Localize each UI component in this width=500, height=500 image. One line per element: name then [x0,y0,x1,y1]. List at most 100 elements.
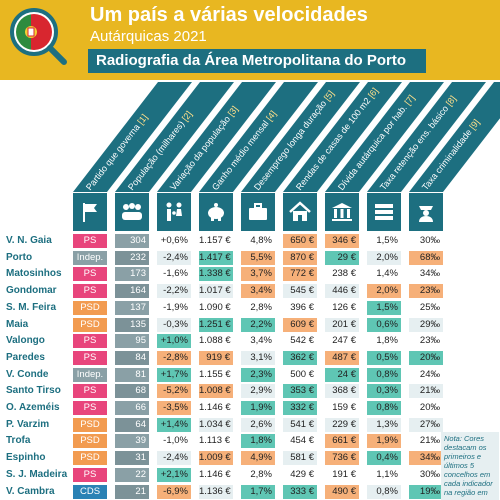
municipality-name: V. N. Gaia [6,235,52,246]
column-header-stripe [409,82,500,192]
value-cell-crime: 29‰ [409,317,443,332]
value-cell-ret: 1,9% [367,434,401,449]
column-header-stripe [325,82,444,192]
value-cell-rent: 581 € [283,451,317,466]
population-cell: 81 [115,367,149,382]
value-cell-var: -2,4% [157,250,191,265]
value-cell-unemp: 2,8% [241,467,275,482]
party-cell: PS [73,401,107,415]
value-cell-crime: 24‰ [409,367,443,382]
value-cell-ret: 1,1% [367,467,401,482]
header-bar: Um país a várias velocidades Autárquicas… [0,0,500,80]
briefcase-icon [241,193,275,231]
population-cell: 84 [115,350,149,365]
value-cell-rent: 429 € [283,467,317,482]
value-cell-var: -1,6% [157,267,191,282]
value-cell-rent: 772 € [283,267,317,282]
table-row: Porto Indep. 232 -2,4% 1.417 € 5,5% 870 € 29 € 2… [0,250,500,266]
value-cell-unemp: 2,8% [241,300,275,315]
value-cell-rent: 541 € [283,417,317,432]
value-cell-unemp: 1,7% [241,484,275,499]
value-cell-var: -1,0% [157,434,191,449]
value-cell-rent: 332 € [283,401,317,415]
value-cell-crime: 68‰ [409,250,443,265]
value-cell-unemp: 3,7% [241,267,275,282]
value-cell-crime: 34‰ [409,451,443,466]
piggy-bank-icon [199,193,233,231]
population-cell: 135 [115,317,149,332]
column-header-stripe [157,82,276,192]
value-cell-unemp: 4,9% [241,451,275,466]
population-cell: 31 [115,451,149,466]
value-cell-var: +1,7% [157,367,191,382]
party-cell: CDS [73,484,107,499]
party-cell: PSD [73,300,107,315]
diagonal-header-background [73,82,500,192]
value-cell-crime: 30‰ [409,467,443,482]
value-cell-var: -3,5% [157,401,191,415]
party-cell: PSD [73,434,107,449]
region-banner: Radiografia da Área Metropolitana do Por… [88,49,426,73]
value-cell-debt: 159 € [325,401,359,415]
population-cell: 164 [115,284,149,299]
value-cell-gain: 1.146 € [199,401,233,415]
value-cell-debt: 446 € [325,284,359,299]
table-row: Paredes PS 84 -2,8% 919 € 3,1% 362 € 487 € 0,5% 2… [0,350,500,366]
municipality-name: Espinho [6,452,46,464]
value-cell-rent: 396 € [283,300,317,315]
value-cell-rent: 362 € [283,350,317,365]
value-cell-crime: 25‰ [409,300,443,315]
value-cell-var: -1,9% [157,300,191,315]
value-cell-debt: 736 € [325,451,359,466]
value-cell-unemp: 1,9% [241,401,275,415]
value-cell-crime: 20‰ [409,401,443,415]
value-cell-ret: 1,8% [367,334,401,349]
table-row: Trofa PSD 39 -1,0% 1.113 € 1,8% 454 € 661 € 1,9%… [0,433,500,449]
value-cell-unemp: 3,1% [241,350,275,365]
value-cell-crime: 20‰ [409,350,443,365]
column-header-stripe [241,82,360,192]
value-cell-ret: 1,5% [367,234,401,248]
value-cell-var: -2,8% [157,350,191,365]
value-cell-gain: 919 € [199,350,233,365]
table-row: Santo Tirso PS 68 -5,2% 1.008 € 2,9% 353 € 368 … [0,383,500,399]
table-row: V. Cambra CDS 21 -6,9% 1.136 € 1,7% 333 € 490 €… [0,484,500,500]
people-icon [115,193,149,231]
column-icon-row [73,193,493,231]
table-row: S. M. Feira PSD 137 -1,9% 1.090 € 2,8% 396 € 12… [0,300,500,316]
value-cell-ret: 2,0% [367,284,401,299]
value-cell-rent: 454 € [283,434,317,449]
municipality-name: S. M. Feira [6,301,57,313]
note-text: Nota: Cores destacam os primeiros e últi… [441,432,499,500]
municipality-name: Maia [6,318,29,330]
party-cell: Indep. [73,367,107,382]
value-cell-crime: 19‰ [409,484,443,499]
value-cell-debt: 24 € [325,367,359,382]
party-cell: PSD [73,317,107,332]
party-cell: PS [73,267,107,282]
value-cell-rent: 333 € [283,484,317,499]
value-cell-debt: 346 € [325,234,359,248]
value-cell-rent: 545 € [283,284,317,299]
table-row: P. Varzim PSD 64 +1,4% 1.034 € 2,6% 541 € 229 €… [0,417,500,433]
value-cell-gain: 1.136 € [199,484,233,499]
value-cell-debt: 661 € [325,434,359,449]
value-cell-gain: 1.155 € [199,367,233,382]
value-cell-unemp: 2,9% [241,384,275,399]
page-subtitle: Autárquicas 2021 [90,28,207,45]
column-header-stripe [115,82,234,192]
value-cell-debt: 29 € [325,250,359,265]
value-cell-ret: 0,8% [367,367,401,382]
population-cell: 68 [115,384,149,399]
value-cell-crime: 21‰ [409,384,443,399]
value-cell-debt: 201 € [325,317,359,332]
value-cell-unemp: 3,4% [241,284,275,299]
value-cell-crime: 30‰ [409,234,443,248]
value-cell-rent: 650 € [283,234,317,248]
value-cell-debt: 126 € [325,300,359,315]
party-cell: PS [73,334,107,349]
value-cell-crime: 27‰ [409,417,443,432]
value-cell-ret: 1,4% [367,267,401,282]
population-cell: 173 [115,267,149,282]
population-cell: 95 [115,334,149,349]
